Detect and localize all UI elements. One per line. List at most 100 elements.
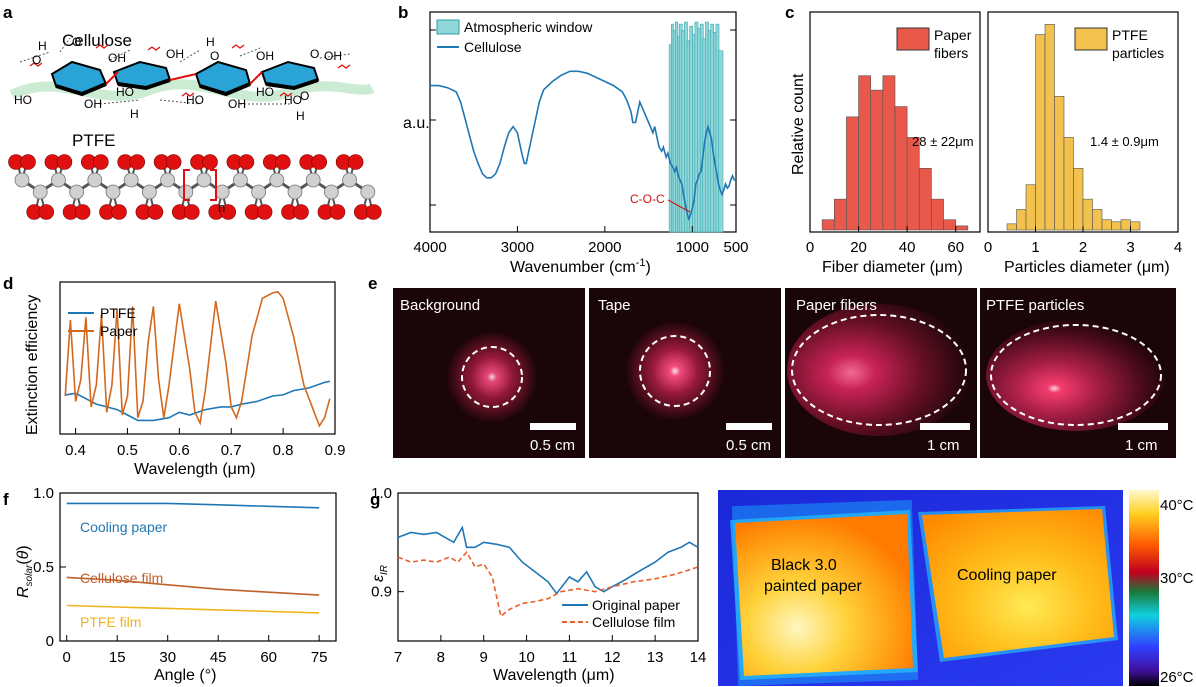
svg-text:H: H [130,107,139,121]
y-tick-label: 0.9 [371,584,392,601]
fluorine-atom [93,154,109,170]
carbon-atom [232,172,248,188]
x-tick-label: 0.8 [273,442,294,459]
panel-label-b: b [398,3,408,22]
histogram-bar [1044,23,1055,231]
svg-text:OH: OH [324,49,342,63]
window-band-segment [718,50,724,233]
f-y-label: Rsolar(θ) [15,545,35,598]
legend-ptfe-particles-1: PTFE [1112,27,1148,43]
c-y-label: Relative count [790,73,807,175]
x-tick-label: 0 [806,239,814,256]
histogram-bar [1120,219,1131,231]
photo-tape: Tape 0.5 cm [589,288,781,458]
carbon-atom [141,184,157,200]
x-tick-label: 30 [159,649,176,666]
y-tick-label: 1.0 [33,485,54,502]
colorbar-40: 40°C [1160,497,1194,514]
panel-label-d: d [3,274,13,293]
x-tick-label: 1 [1031,239,1039,256]
histogram-bar [1130,221,1141,231]
legend-ptfe: PTFE [100,305,136,321]
carbon-atom [342,172,358,188]
svg-text:OH: OH [166,47,184,61]
histogram-bar [858,75,872,231]
carbon-atom [87,172,103,188]
histogram-bar [882,75,896,231]
svg-text:O: O [32,53,41,67]
fluorine-atom [20,154,36,170]
cellulose-atom-labels: H O HO OH O OH HO H OH HO H O OH OH HO H… [14,35,342,123]
svg-text:PTFE particles: PTFE particles [986,297,1084,314]
f-x-label: Angle (°) [154,667,216,684]
cellulose-title: Cellulose [62,31,132,50]
panel-e-photos: Background 0.5 cm Tape 0.5 cm Paper fibe… [393,288,1176,458]
x-tick-label: 14 [690,649,707,666]
b-x-label: Wavenumber (cm-1) [510,257,651,276]
carbon-atom [69,184,84,200]
g-y-label: εIR [370,565,390,582]
histogram-bar [1101,219,1112,231]
panel-c-fiber-histogram: 0 20 40 60 Relative count Fiber diameter (μ… [790,11,981,276]
colorbar-30: 30°C [1160,570,1194,587]
ptfe-chain [8,154,382,220]
carbon-atom [196,172,212,188]
x-tick-label: 8 [437,649,445,666]
x-tick-label: 0 [984,239,992,256]
histogram-bar [1082,198,1093,231]
fluorine-atom [184,204,200,220]
cellulose-chain [19,37,351,105]
fluorine-atom [129,154,145,170]
panel-g-ir-emissivity: 7 8 9 10 11 12 13 140.91.0 εIR Wavelength (μm) … [370,485,706,684]
fluorine-atom [165,154,182,170]
b-x-ticks: 4000 3000 2000 1000 500 [413,226,749,256]
histogram-bar [1073,167,1084,231]
photo-paper-fibers: Paper fibers 1 cm [785,288,977,458]
svg-text:H: H [38,39,47,53]
ptfe-film-line [66,604,320,614]
x-tick-label: 2 [1079,239,1087,256]
cellulose-film-dashed-line [397,550,699,618]
y-tick-label: 1.0 [371,485,392,502]
svg-text:OH: OH [228,97,246,111]
x-tick-label: 7 [394,649,402,666]
fluorine-atom [38,204,55,220]
histogram-bar [1063,137,1074,231]
fluorine-atom [220,204,236,220]
d-y-label: Extinction efficiency [24,295,41,435]
paper-extinction-line [64,290,331,428]
fluorine-atom [311,154,328,170]
ptfe-extinction-line [65,380,330,422]
x-tick-label: 4000 [413,239,446,256]
x-tick-label: 1000 [676,239,709,256]
x-tick-label: 500 [723,239,748,256]
carbon-atom [178,184,194,200]
y-tick-label: 0 [46,633,54,650]
black-paper-label-2: painted paper [764,578,863,595]
svg-text:O: O [72,35,81,49]
panel-h-thermal-image: Black 3.0 painted paper Cooling paper 40… [718,490,1194,687]
cooling-paper-line [66,502,320,509]
panel-f-solar-reflectance: 0 15 30 45 60 75 0 0.5 1.0 Rsolar(θ) Angle (°) C… [15,485,337,684]
panel-c-particle-histogram: 0 1 2 3 4 Particles diameter (μm) PTFE parti… [984,11,1182,276]
fluorine-atom [56,154,73,170]
svg-text:1 cm: 1 cm [927,437,960,454]
svg-text:OH: OH [256,49,274,63]
panel-label-f: f [3,490,9,509]
x-tick-label: 0.4 [65,442,86,459]
svg-text:H: H [296,109,305,123]
d-x-label: Wavelength (μm) [134,461,256,478]
fluorine-atom [202,154,218,170]
legend-ptfe-particles-2: particles [1112,45,1164,61]
panel-b-ftir: 4000 3000 2000 1000 500 a.u. Wavenumber (cm-… [403,11,749,276]
x-tick-label: 3000 [501,239,534,256]
coc-annotation: C-O-C [630,192,665,206]
x-tick-label: 0.5 [117,442,138,459]
svg-text:HO: HO [116,85,134,99]
legend-paper-fibers-1: Paper [934,27,972,43]
x-tick-label: 4 [1174,239,1182,256]
panel-a-molecules: Cellulose H O HO OH O OH HO H OH HO [8,31,382,220]
x-tick-label: 12 [604,649,621,666]
histogram-bar [906,137,920,231]
